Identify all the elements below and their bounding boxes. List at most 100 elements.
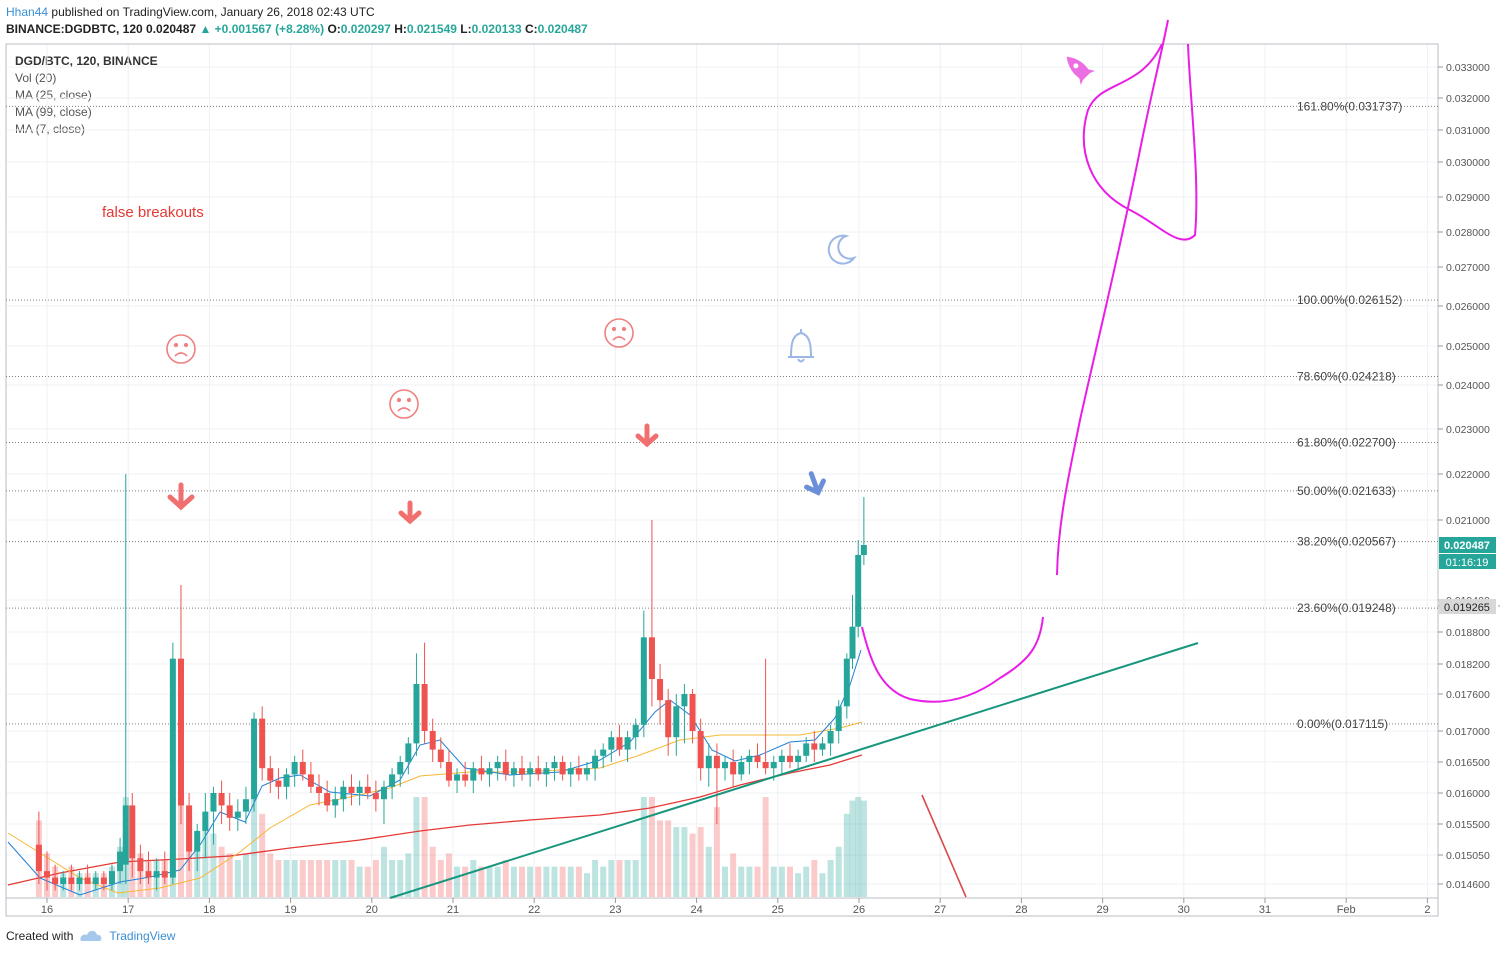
candle-body: [372, 793, 379, 800]
candle-body: [283, 774, 290, 787]
legend-symbol: DGD/BTC, 120, BINANCE: [15, 54, 158, 68]
fib-level-label: 78.60%(0.024218): [1297, 369, 1396, 383]
legend-ma99[interactable]: MA (99, close): [15, 105, 92, 119]
arrow-down-icon: [167, 482, 195, 511]
volume-bar: [713, 807, 720, 897]
volume-bar: [608, 860, 615, 897]
y-tick-label: 0.017600: [1446, 689, 1490, 701]
volume-bar: [795, 873, 802, 897]
candle-body: [299, 762, 306, 775]
candle-body: [535, 768, 542, 775]
footer: Created with TradingView: [6, 929, 175, 943]
volume-bar: [811, 860, 818, 897]
volume-bar: [730, 853, 737, 897]
candle-body: [348, 786, 355, 793]
volume-bar: [242, 853, 249, 897]
candle-body: [583, 768, 590, 775]
candle-body: [275, 780, 282, 787]
volume-bar: [722, 866, 729, 897]
time-axis: 16 17 18 19 20 21 22 23 24 25 26 27 28 29 30 31 Feb 2: [41, 898, 1430, 916]
low-value: 0.020133: [471, 22, 522, 36]
last-price-label: 0.020487: [1439, 537, 1496, 553]
candle-body: [356, 786, 363, 793]
tradingview-link[interactable]: TradingView: [109, 929, 176, 943]
price-axis: 0.033000 0.032000 0.031000 0.030000 0.029000…: [1438, 62, 1490, 891]
high-label: H:: [394, 22, 407, 36]
candle-body: [713, 755, 720, 769]
volume-bar: [738, 866, 745, 897]
candle-body: [559, 762, 566, 775]
volume-bar: [616, 860, 623, 897]
candle-body: [849, 626, 856, 659]
candle-body: [145, 871, 152, 878]
volume-bar: [210, 833, 217, 897]
y-tick-label: 0.022000: [1446, 469, 1490, 481]
candle-body: [827, 731, 834, 744]
volume-bar: [380, 846, 387, 897]
volume-bar: [348, 860, 355, 897]
volume-bar: [218, 846, 225, 897]
level-label: 0.019265: [1438, 599, 1502, 614]
x-tick-label: 30: [1178, 904, 1190, 916]
tradingview-logo-icon: [80, 930, 102, 941]
arrow-down-icon: [398, 500, 422, 525]
volume-bar: [762, 797, 769, 897]
candle-body: [122, 805, 129, 865]
y-tick-label: 0.032000: [1446, 93, 1490, 105]
author-link[interactable]: Hhan44: [6, 5, 49, 19]
y-tick-label: 0.016000: [1446, 788, 1490, 800]
candle-body: [380, 786, 387, 800]
candle-body: [705, 755, 712, 769]
candle-body: [786, 755, 793, 762]
y-tick-label: 0.029000: [1446, 192, 1490, 204]
y-tick-label: 0.018800: [1446, 627, 1490, 639]
candle-body: [567, 768, 574, 775]
volume-bar: [543, 866, 550, 897]
last-price: 0.020487: [146, 22, 197, 36]
close-label: C:: [525, 22, 538, 36]
trend-line: [389, 642, 1199, 899]
y-tick-label: 0.026000: [1446, 301, 1490, 313]
low-label: L:: [460, 22, 472, 36]
legend-volume[interactable]: Vol (20): [15, 71, 57, 85]
up-arrow-icon: ▲: [199, 22, 212, 36]
volume-bar: [437, 860, 444, 897]
x-tick-label: 2: [1424, 904, 1430, 916]
candle-body: [389, 774, 396, 787]
candle-body: [860, 545, 867, 555]
fib-retracement: 161.80%(0.031737) 100.00%(0.026152) 78.60%…: [6, 99, 1438, 731]
volume-bar: [372, 860, 379, 897]
fib-level-label: 61.80%(0.022700): [1297, 436, 1396, 450]
candle-body: [632, 724, 639, 738]
volume-bar: [575, 866, 582, 897]
volume-bar: [267, 853, 274, 897]
volume-bar: [356, 866, 363, 897]
candle-body: [92, 877, 99, 884]
chart-grid: [6, 44, 1438, 898]
candle-body: [267, 768, 274, 781]
volume-bar: [551, 866, 558, 897]
x-tick-label: 27: [934, 904, 946, 916]
candle-body: [307, 774, 314, 787]
candle-body: [68, 877, 75, 884]
candle-body: [510, 768, 517, 775]
volume-bar: [291, 860, 298, 897]
candle-body: [316, 786, 323, 793]
close-value: 0.020487: [537, 22, 588, 36]
volume-bars: [35, 797, 867, 897]
y-tick-label: 0.014600: [1446, 879, 1490, 891]
volume-bar: [275, 860, 282, 897]
volume-bar: [316, 860, 323, 897]
volume-bar: [445, 853, 452, 897]
volume-bar: [251, 797, 258, 897]
x-tick-label: 18: [203, 904, 215, 916]
legend-ma7[interactable]: MA (7, close): [15, 122, 86, 136]
y-tick-label: 0.023000: [1446, 424, 1490, 436]
candle-body: [52, 877, 59, 884]
candle-body: [616, 737, 623, 750]
volume-bar: [340, 860, 347, 897]
arrow-down-icon: [635, 423, 659, 448]
volume-bar: [519, 866, 526, 897]
candle-body: [445, 762, 452, 781]
